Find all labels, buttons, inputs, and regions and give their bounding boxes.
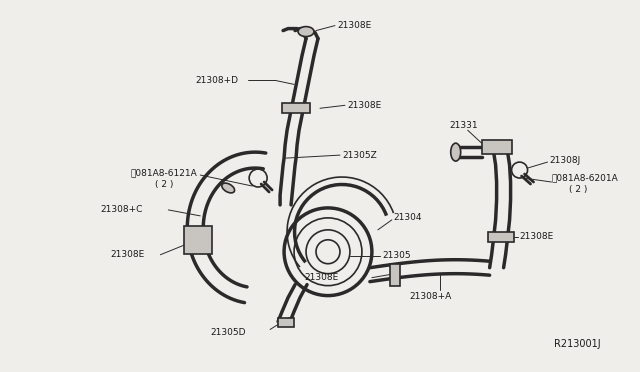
FancyBboxPatch shape [278, 318, 294, 327]
Ellipse shape [222, 183, 235, 193]
Text: ( 2 ): ( 2 ) [570, 186, 588, 195]
FancyBboxPatch shape [488, 232, 513, 242]
Text: 21305D: 21305D [210, 328, 246, 337]
Text: 21308E: 21308E [520, 232, 554, 241]
Text: 21305Z: 21305Z [342, 151, 377, 160]
FancyBboxPatch shape [482, 140, 511, 154]
Text: 21308+A: 21308+A [410, 292, 452, 301]
Text: 21308E: 21308E [337, 21, 371, 30]
Text: Ⓑ081A8-6201A: Ⓑ081A8-6201A [552, 173, 618, 183]
Text: 21308E: 21308E [111, 250, 145, 259]
Text: ( 2 ): ( 2 ) [156, 180, 173, 189]
FancyBboxPatch shape [282, 103, 310, 113]
Text: 21331: 21331 [450, 121, 478, 130]
Text: 21308+C: 21308+C [100, 205, 143, 214]
Text: 21308E: 21308E [304, 273, 339, 282]
Text: 21308J: 21308J [550, 155, 580, 164]
Text: 21304: 21304 [394, 214, 422, 222]
Text: Ⓑ081A8-6121A: Ⓑ081A8-6121A [131, 169, 197, 177]
FancyBboxPatch shape [390, 264, 400, 286]
FancyBboxPatch shape [184, 226, 212, 254]
Ellipse shape [298, 26, 314, 36]
Text: R213001J: R213001J [554, 339, 601, 349]
Text: 21308E: 21308E [347, 101, 381, 110]
Text: 21305: 21305 [382, 251, 410, 260]
Ellipse shape [451, 143, 461, 161]
Text: 21308+D: 21308+D [195, 76, 238, 85]
